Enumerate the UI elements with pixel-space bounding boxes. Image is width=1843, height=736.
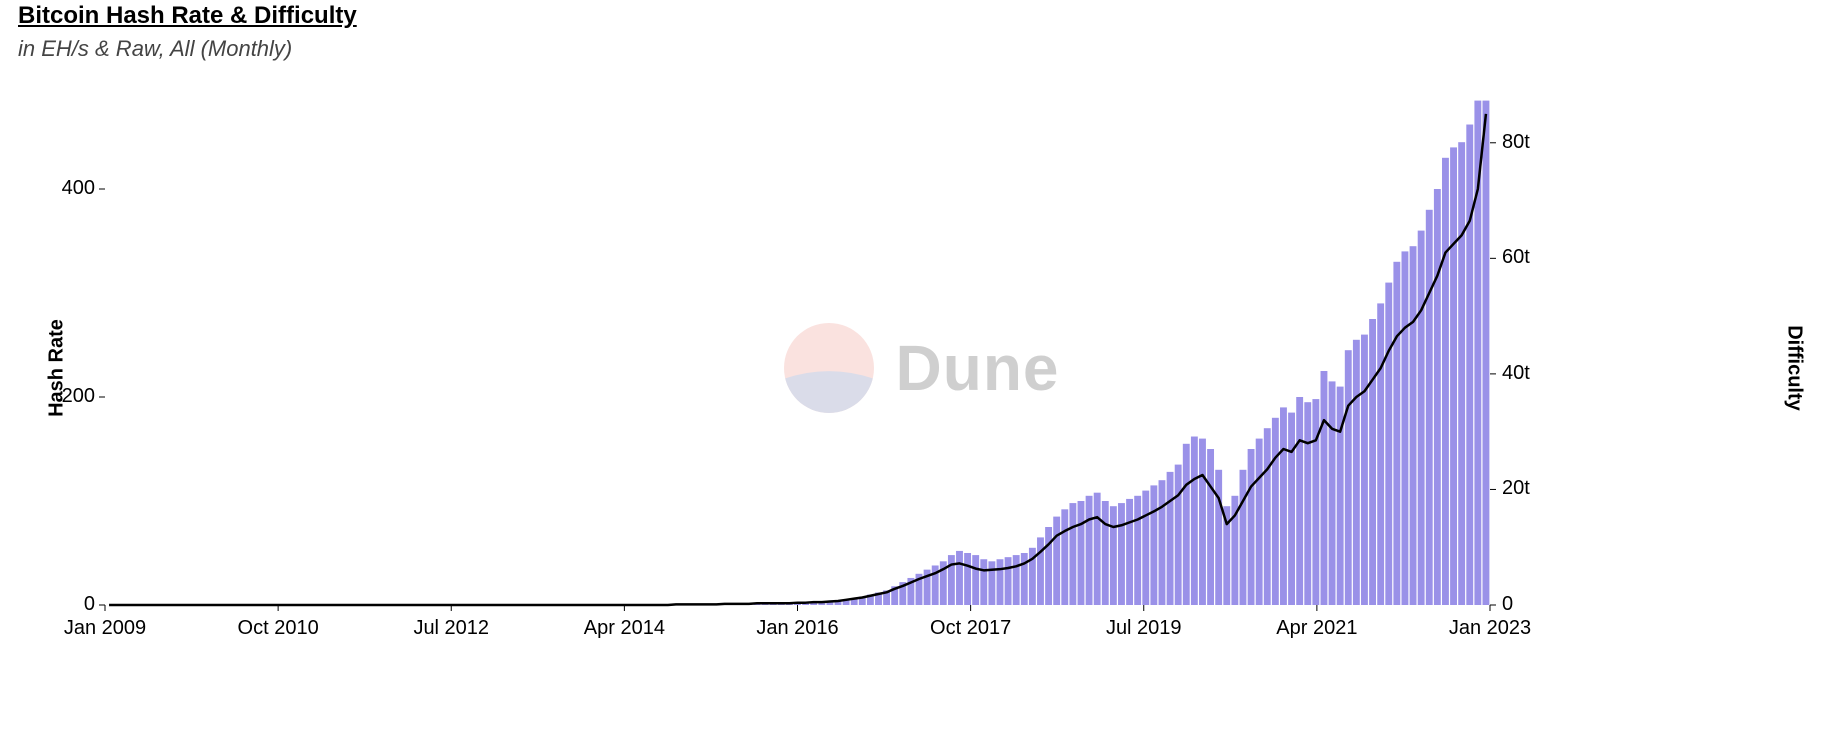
x-tick-label: Jul 2019 xyxy=(1106,617,1182,640)
hash-rate-bar xyxy=(964,553,971,605)
hash-rate-bar xyxy=(1086,496,1093,605)
hash-rate-bar xyxy=(1353,340,1360,605)
x-tick-label: Jul 2012 xyxy=(413,617,489,640)
hash-rate-bar xyxy=(1142,491,1149,605)
x-tick-label: Jan 2009 xyxy=(64,617,146,640)
hash-rate-bar xyxy=(1199,439,1206,605)
hash-rate-bar xyxy=(956,551,963,605)
x-tick-label: Apr 2014 xyxy=(584,617,665,640)
hash-rate-bar xyxy=(1013,555,1020,605)
hash-rate-bar xyxy=(1159,480,1166,605)
y-left-tick-label: 200 xyxy=(35,385,95,408)
hash-rate-bar xyxy=(1118,503,1125,605)
hash-rate-bar xyxy=(1434,189,1441,605)
hash-rate-bar xyxy=(1369,319,1376,605)
hash-rate-bar xyxy=(1296,397,1303,605)
hash-rate-bar xyxy=(1304,402,1311,605)
hash-rate-bar xyxy=(1061,509,1068,605)
hash-rate-bar xyxy=(1426,210,1433,605)
hash-rate-bar xyxy=(1385,283,1392,605)
x-tick-label: Oct 2010 xyxy=(238,617,319,640)
hash-rate-bar xyxy=(1483,101,1490,605)
hash-rate-bar xyxy=(1312,399,1319,605)
hash-rate-bar xyxy=(948,555,955,605)
x-tick-label: Apr 2021 xyxy=(1276,617,1357,640)
hash-rate-bar xyxy=(1069,503,1076,605)
y-left-tick-label: 0 xyxy=(35,593,95,616)
hash-rate-bar xyxy=(1345,350,1352,605)
hash-rate-bar xyxy=(1280,407,1287,605)
hash-rate-bar xyxy=(1102,501,1109,605)
y-right-tick-label: 40t xyxy=(1502,362,1530,385)
hash-rate-bar xyxy=(1393,262,1400,605)
chart-container: Bitcoin Hash Rate & Difficulty in EH/s &… xyxy=(0,0,1843,736)
hash-rate-bar xyxy=(1442,158,1449,605)
hash-rate-bar xyxy=(1078,501,1085,605)
hash-rate-bar xyxy=(1191,437,1198,605)
x-tick-label: Jan 2023 xyxy=(1449,617,1531,640)
hash-rate-bar xyxy=(1450,147,1457,605)
hash-rate-bar xyxy=(1053,517,1060,605)
hash-rate-bar xyxy=(1288,413,1295,605)
hash-rate-bar xyxy=(1272,418,1279,605)
y-right-tick-label: 80t xyxy=(1502,131,1530,154)
hash-rate-bar xyxy=(1402,251,1409,605)
y-right-tick-label: 60t xyxy=(1502,246,1530,269)
hash-rate-bar xyxy=(1256,439,1263,605)
hash-rate-bar xyxy=(972,555,979,605)
hash-rate-bar xyxy=(1134,496,1141,605)
hash-rate-bar xyxy=(1126,499,1133,605)
hash-rate-bar xyxy=(1110,506,1117,605)
x-tick-label: Jan 2016 xyxy=(756,617,838,640)
hash-rate-bar xyxy=(1361,335,1368,605)
y-left-tick-label: 400 xyxy=(35,177,95,200)
hash-rate-bar xyxy=(980,559,987,605)
y-right-tick-label: 20t xyxy=(1502,477,1530,500)
hash-rate-bar xyxy=(1418,231,1425,605)
hash-rate-bar xyxy=(1207,449,1214,605)
hash-rate-bar xyxy=(1240,470,1247,605)
hash-rate-bar xyxy=(1458,142,1465,605)
hash-rate-bar xyxy=(1045,527,1052,605)
hash-rate-bar xyxy=(1215,470,1222,605)
y-right-tick-label: 0 xyxy=(1502,593,1513,616)
hash-rate-bar xyxy=(1337,387,1344,605)
hash-rate-bar xyxy=(1321,371,1328,605)
hash-rate-bar xyxy=(1410,246,1417,605)
hash-rate-bar xyxy=(1094,493,1101,605)
hash-rate-bar xyxy=(1037,537,1044,605)
hash-rate-bar xyxy=(997,559,1004,605)
hash-rate-bar xyxy=(1329,381,1336,605)
difficulty-line xyxy=(109,114,1486,605)
hash-rate-bar xyxy=(988,561,995,605)
hash-rate-bar xyxy=(1183,444,1190,605)
hash-rate-bar xyxy=(1175,465,1182,605)
hash-rate-bar xyxy=(1264,428,1271,605)
hash-rate-bar xyxy=(1167,472,1174,605)
hash-rate-bar xyxy=(1150,485,1157,605)
hash-rate-bar xyxy=(1248,449,1255,605)
hash-rate-bar xyxy=(1466,125,1473,605)
hash-rate-bar xyxy=(1377,303,1384,605)
x-tick-label: Oct 2017 xyxy=(930,617,1011,640)
hash-rate-bar xyxy=(1005,557,1012,605)
